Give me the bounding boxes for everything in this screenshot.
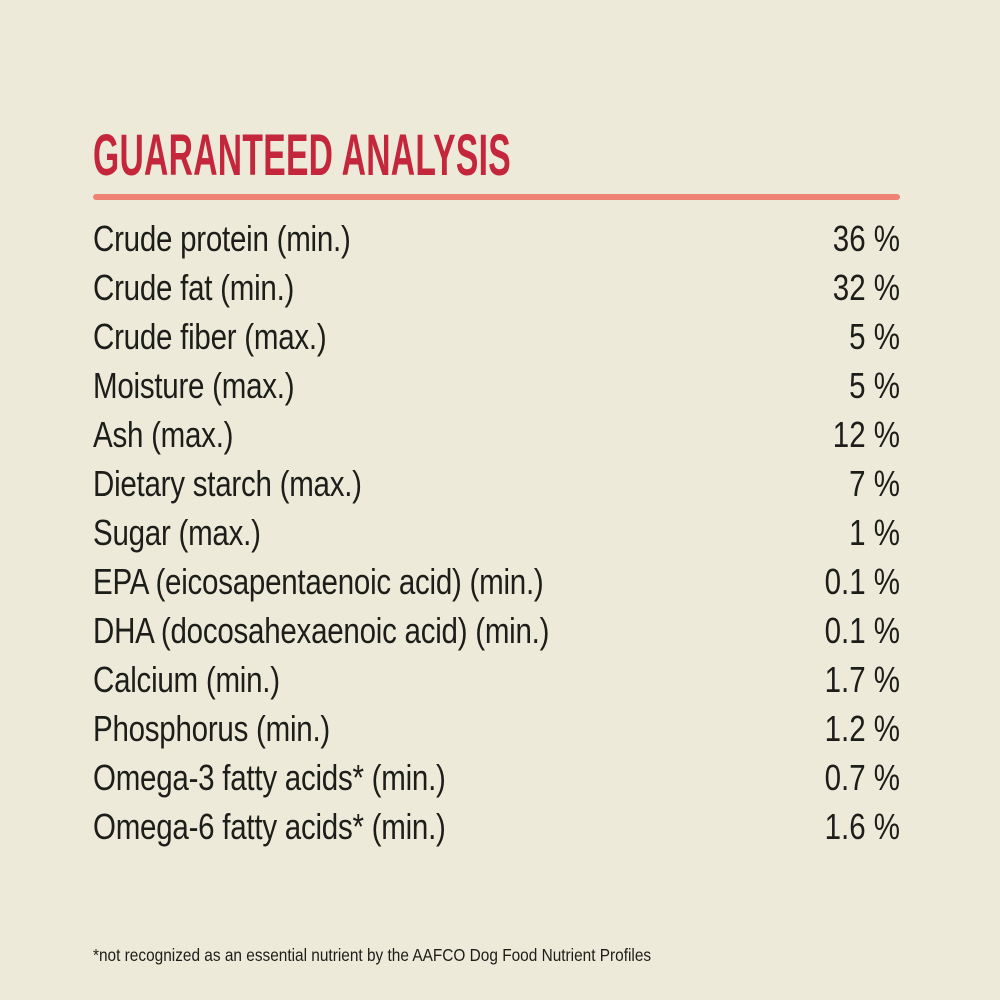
table-row: DHA (docosahexaenoic acid) (min.) 0.1 %: [93, 606, 900, 655]
nutrient-value: 1 %: [849, 512, 900, 553]
table-row: Crude protein (min.) 36 %: [93, 214, 900, 263]
nutrient-value: 36 %: [832, 218, 900, 259]
nutrient-label: Calcium (min.): [93, 659, 280, 700]
nutrient-value: 12 %: [832, 414, 900, 455]
table-row: Crude fat (min.) 32 %: [93, 263, 900, 312]
table-row: Calcium (min.) 1.7 %: [93, 655, 900, 704]
nutrient-label: Crude protein (min.): [93, 218, 351, 259]
table-row: Phosphorus (min.) 1.2 %: [93, 704, 900, 753]
nutrient-value: 1.6 %: [824, 806, 900, 847]
table-row: EPA (eicosapentaenoic acid) (min.) 0.1 %: [93, 557, 900, 606]
nutrient-value: 5 %: [849, 365, 900, 406]
nutrient-value: 1.2 %: [824, 708, 900, 749]
nutrient-value: 1.7 %: [824, 659, 900, 700]
table-row: Crude fiber (max.) 5 %: [93, 312, 900, 361]
page-title: GUARANTEED ANALYSIS: [93, 123, 511, 188]
table-row: Dietary starch (max.) 7 %: [93, 459, 900, 508]
heading-divider: [93, 194, 900, 200]
table-row: Sugar (max.) 1 %: [93, 508, 900, 557]
nutrient-label: Crude fat (min.): [93, 267, 295, 308]
analysis-table: Crude protein (min.) 36 % Crude fat (min.)…: [93, 214, 900, 851]
nutrient-label: Omega-6 fatty acids* (min.): [93, 806, 446, 847]
nutrient-label: Phosphorus (min.): [93, 708, 331, 749]
nutrient-label: DHA (docosahexaenoic acid) (min.): [93, 610, 550, 651]
nutrient-label: Moisture (max.): [93, 365, 295, 406]
nutrient-label: EPA (eicosapentaenoic acid) (min.): [93, 561, 544, 602]
table-row: Moisture (max.) 5 %: [93, 361, 900, 410]
nutrient-label: Ash (max.): [93, 414, 234, 455]
nutrient-value: 0.7 %: [824, 757, 900, 798]
table-row: Omega-6 fatty acids* (min.) 1.6 %: [93, 802, 900, 851]
footnote: *not recognized as an essential nutrient…: [93, 945, 652, 965]
nutrient-value: 0.1 %: [824, 610, 900, 651]
nutrient-label: Dietary starch (max.): [93, 463, 362, 504]
nutrient-value: 0.1 %: [824, 561, 900, 602]
table-row: Omega-3 fatty acids* (min.) 0.7 %: [93, 753, 900, 802]
nutrient-label: Omega-3 fatty acids* (min.): [93, 757, 446, 798]
nutrient-label: Crude fiber (max.): [93, 316, 327, 357]
table-row: Ash (max.) 12 %: [93, 410, 900, 459]
nutrient-value: 5 %: [849, 316, 900, 357]
nutrient-label: Sugar (max.): [93, 512, 261, 553]
nutrient-value: 7 %: [849, 463, 900, 504]
nutrient-value: 32 %: [832, 267, 900, 308]
